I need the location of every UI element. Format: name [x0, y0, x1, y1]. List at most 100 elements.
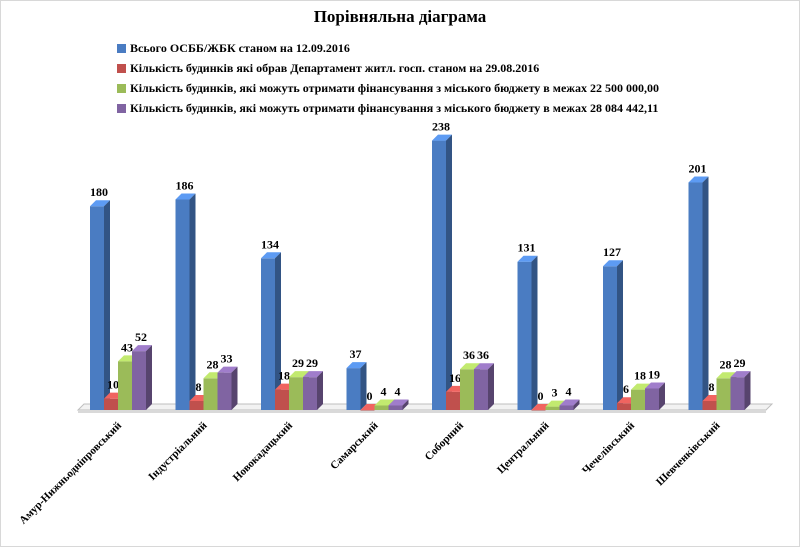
data-label: 19	[648, 367, 660, 381]
data-label: 29	[306, 356, 318, 370]
data-label: 131	[518, 241, 536, 255]
bar-top	[645, 382, 665, 389]
data-label: 0	[367, 389, 373, 403]
bar-top	[517, 255, 538, 262]
bar	[432, 134, 452, 411]
bar	[688, 176, 709, 410]
bar	[730, 371, 751, 410]
data-label: 16	[449, 371, 461, 385]
bar-side	[531, 255, 538, 410]
data-label: 134	[261, 237, 279, 251]
bar	[132, 345, 152, 410]
bar-front	[474, 369, 488, 410]
bar-side	[446, 134, 452, 411]
bar-side	[104, 200, 110, 410]
bar	[90, 200, 110, 410]
bar	[303, 371, 323, 410]
bar-top	[217, 366, 238, 373]
bar-front	[189, 400, 204, 410]
bar	[645, 382, 665, 410]
bar-top	[730, 371, 751, 378]
bar-side	[189, 193, 196, 410]
data-label: 8	[709, 380, 715, 394]
bar-side	[146, 345, 152, 410]
bar-front	[545, 406, 560, 410]
legend-label: Кількість будинків, які можуть отримати …	[130, 80, 659, 95]
bar-top	[132, 345, 152, 352]
bar-front	[460, 369, 474, 410]
category-label: Соборний	[423, 419, 467, 463]
category-label: Центральний	[495, 419, 552, 476]
legend-item-series-3: Кількість будинків, які можуть отримати …	[117, 78, 659, 98]
bar-front	[603, 266, 617, 410]
data-label: 201	[689, 161, 707, 175]
bar-front	[175, 199, 190, 410]
data-label: 6	[623, 382, 629, 396]
bar-side	[573, 399, 580, 410]
legend-label: Кількість будинків, які можуть отримати …	[130, 100, 659, 115]
data-label: 33	[221, 352, 233, 366]
data-label: 3	[552, 386, 558, 400]
bar-side	[617, 260, 623, 410]
bar-front	[303, 377, 317, 410]
bar-top	[474, 363, 494, 370]
bar	[603, 260, 623, 410]
bar-front	[531, 410, 546, 411]
bar-front	[716, 378, 731, 410]
bar-front	[275, 389, 289, 410]
bar-front	[217, 372, 232, 410]
bar	[517, 255, 538, 410]
data-label: 28	[720, 357, 732, 371]
data-label: 180	[90, 185, 108, 199]
bar-top	[688, 176, 709, 183]
data-label: 4	[381, 384, 387, 398]
legend-swatch	[117, 83, 126, 93]
bar-top	[90, 200, 110, 207]
bar-front	[631, 389, 645, 410]
data-label: 37	[350, 347, 362, 361]
bar-front	[104, 398, 118, 410]
bar-side	[360, 362, 367, 410]
bar	[217, 366, 238, 410]
bar-front	[360, 410, 375, 411]
bar	[346, 362, 367, 410]
bar-top	[432, 134, 452, 141]
legend-label: Кількість будинків які обрав Департамент…	[130, 60, 540, 75]
bar-top	[460, 363, 480, 370]
data-label: 4	[395, 384, 401, 398]
bar-front	[346, 368, 361, 410]
legend-swatch	[117, 63, 126, 73]
bar-front	[730, 377, 745, 410]
bar-side	[488, 363, 494, 410]
data-label: 4	[566, 384, 572, 398]
bar-side	[317, 371, 323, 410]
legend-item-series-1: Всього ОСББ/ЖБК станом на 12.09.2016	[117, 38, 659, 58]
bar-side	[702, 176, 709, 410]
bar-side	[231, 366, 238, 410]
bar-top	[261, 252, 281, 259]
data-label: 28	[207, 357, 219, 371]
category-label: Амур-Нижньодніпровський	[17, 419, 124, 526]
bar-front	[289, 377, 303, 410]
bar-front	[617, 403, 631, 410]
data-label: 29	[734, 356, 746, 370]
category-label: Чечелівський	[580, 419, 638, 477]
bar-front	[446, 391, 460, 410]
bar-front	[261, 258, 275, 410]
bar-side	[402, 399, 409, 410]
bar-front	[517, 261, 532, 410]
data-label: 238	[432, 120, 450, 134]
chart-floor-edge	[78, 410, 766, 413]
category-label: Шевченківський	[654, 419, 723, 488]
legend-item-series-2: Кількість будинків які обрав Департамент…	[117, 58, 659, 78]
bar-front	[388, 405, 403, 410]
bar	[388, 399, 409, 410]
bar-top	[303, 371, 323, 378]
category-label: Індустріальний	[146, 419, 210, 483]
bar-side	[659, 382, 665, 410]
bar-front	[559, 405, 574, 410]
bar	[474, 363, 494, 410]
data-label: 186	[176, 178, 194, 192]
data-label: 127	[603, 245, 621, 259]
